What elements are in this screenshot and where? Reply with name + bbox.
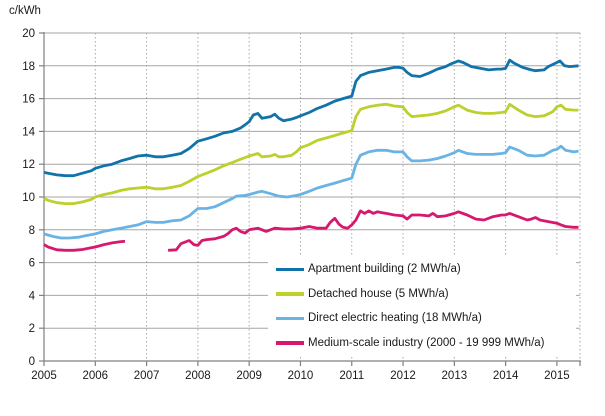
legend-label: Medium-scale industry (2000 - 19 999 MWh… bbox=[308, 336, 545, 349]
legend-label: Detached house (5 MWh/a) bbox=[308, 287, 449, 300]
x-axis-tick-label: 2013 bbox=[442, 370, 468, 382]
x-axis-tick-label: 2007 bbox=[134, 370, 160, 382]
x-axis-tick-label: 2006 bbox=[82, 370, 108, 382]
legend-label: Direct electric heating (18 MWh/a) bbox=[308, 312, 482, 325]
x-axis-tick-label: 2015 bbox=[544, 370, 570, 382]
legend-item: Detached house (5 MWh/a) bbox=[268, 282, 576, 306]
y-axis-unit-label: c/kWh bbox=[9, 5, 41, 17]
legend-item: Medium-scale industry (2000 - 19 999 MWh… bbox=[268, 331, 576, 355]
series-line-medium-scale-industry-2000-19-999-mwh-a bbox=[43, 239, 126, 252]
legend-line-swatch bbox=[276, 292, 304, 296]
x-axis-tick-label: 2009 bbox=[236, 370, 262, 382]
y-axis-tick-label: 4 bbox=[29, 290, 36, 302]
x-axis-tick-label: 2011 bbox=[339, 370, 364, 382]
series-line-apartment-building-2-mwh-a bbox=[43, 58, 579, 178]
series-line-direct-electric-heating-18-mwh-a bbox=[43, 144, 579, 240]
y-axis-tick-label: 18 bbox=[22, 61, 35, 73]
legend-line-swatch bbox=[276, 341, 304, 345]
chart-legend: Apartment building (2 MWh/a) Detached hou… bbox=[268, 257, 576, 355]
series-line-medium-scale-industry-2000-19-999-mwh-a bbox=[168, 209, 579, 252]
series-line-detached-house-5-mwh-a bbox=[43, 102, 579, 205]
legend-line-swatch bbox=[276, 316, 304, 320]
y-axis-tick-label: 6 bbox=[29, 258, 35, 270]
legend-item: Direct electric heating (18 MWh/a) bbox=[268, 306, 576, 330]
x-axis-tick-label: 2008 bbox=[185, 370, 211, 382]
y-axis-tick-label: 8 bbox=[29, 225, 35, 237]
x-axis-tick-label: 2005 bbox=[31, 370, 57, 382]
x-axis-tick-label: 2014 bbox=[493, 370, 519, 382]
legend-label: Apartment building (2 MWh/a) bbox=[308, 263, 461, 276]
y-axis-tick-label: 16 bbox=[22, 94, 35, 106]
x-axis-tick-label: 2010 bbox=[288, 370, 314, 382]
legend-line-swatch bbox=[276, 267, 304, 271]
y-axis-tick-label: 20 bbox=[22, 28, 35, 40]
y-axis-tick-label: 12 bbox=[22, 159, 35, 171]
y-axis-tick-label: 10 bbox=[22, 192, 35, 204]
y-axis-tick-label: 0 bbox=[29, 356, 35, 368]
legend-item: Apartment building (2 MWh/a) bbox=[268, 257, 576, 281]
y-axis-tick-label: 2 bbox=[29, 323, 35, 335]
y-axis-tick-label: 14 bbox=[22, 126, 35, 138]
x-axis-tick-label: 2012 bbox=[390, 370, 416, 382]
